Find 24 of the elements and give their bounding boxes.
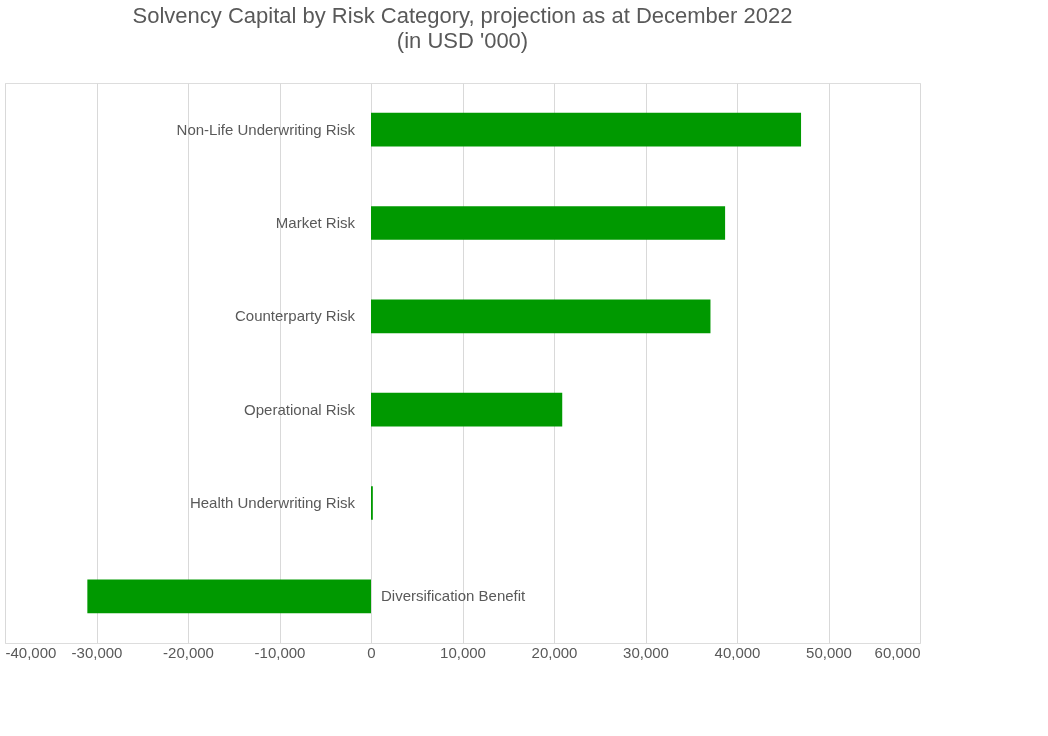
x-tick-label: -40,000: [5, 643, 57, 661]
chart-subtitle: (in USD '000): [396, 28, 529, 53]
chart-title: Solvency Capital by Risk Category, projection as at December 2022: [132, 3, 793, 28]
x-tick-label: 50,000: [806, 643, 852, 661]
x-tick-label: 60,000: [874, 643, 921, 661]
x-tick-label: 40,000: [714, 643, 761, 661]
y-tick-label: Operational Risk: [244, 400, 356, 418]
x-tick-label: 0: [367, 643, 376, 661]
x-tick-label: -10,000: [254, 643, 306, 661]
y-tick-label: Non-Life Underwriting Risk: [176, 120, 356, 138]
x-tick-label: -20,000: [163, 643, 214, 661]
y-tick-label: Counterparty Risk: [234, 307, 356, 325]
bar: [371, 299, 711, 334]
bar: [87, 579, 371, 614]
y-tick-label: Diversification Benefit: [381, 587, 527, 605]
x-tick-label: 30,000: [623, 643, 669, 661]
x-tick-label: 20,000: [531, 643, 578, 661]
x-tick-label: 10,000: [440, 643, 486, 661]
bar: [371, 112, 802, 147]
x-tick-label: -30,000: [71, 643, 123, 661]
bar: [371, 206, 726, 240]
bar: [371, 392, 563, 427]
y-tick-label: Market Risk: [275, 214, 356, 231]
y-tick-label: Health Underwriting Risk: [189, 494, 356, 511]
